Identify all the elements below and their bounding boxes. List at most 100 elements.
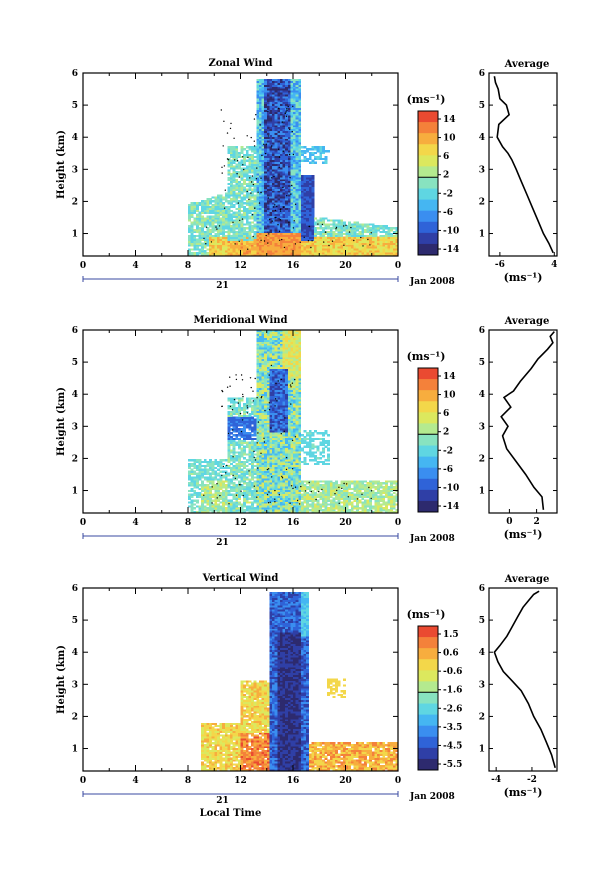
heatmap-cell: [224, 499, 228, 502]
heatmap-cell: [230, 472, 233, 475]
heatmap-cell: [261, 333, 265, 337]
heatmap-cell: [243, 180, 247, 184]
heatmap-cell: [256, 422, 260, 425]
heatmap-cell: [374, 240, 378, 243]
heatmap-cell: [243, 437, 247, 441]
heatmap-cell: [190, 215, 194, 218]
heatmap-cell: [279, 167, 283, 170]
heatmap-cell: [245, 202, 249, 205]
heatmap-cell: [274, 188, 278, 191]
heatmap-cell: [285, 186, 289, 189]
heatmap-cell: [256, 418, 260, 421]
heatmap-cell: [361, 223, 365, 226]
heatmap-cell: [264, 252, 268, 255]
heatmap-cell: [269, 435, 273, 439]
heatmap-cell: [248, 207, 252, 211]
heatmap-cell: [279, 101, 283, 105]
heatmap-cell: [293, 132, 296, 135]
heatmap-cell: [251, 441, 254, 444]
heatmap-cell: [264, 487, 268, 491]
heatmap-cell: [264, 128, 268, 132]
heatmap-cell: [240, 242, 244, 245]
heatmap-cell: [274, 252, 278, 255]
heatmap-cell: [235, 491, 239, 495]
heatmap-cell: [264, 132, 268, 135]
heatmap-cell: [258, 203, 262, 207]
heatmap-cell: [258, 136, 262, 139]
heatmap-cell: [190, 495, 194, 498]
heatmap-cell: [235, 478, 239, 481]
heatmap-cell: [295, 144, 299, 147]
heatmap-cell: [274, 101, 278, 105]
heatmap-cell: [287, 202, 291, 205]
heatmap-cell: [274, 96, 278, 99]
heatmap-cell: [237, 186, 241, 189]
heatmap-cell: [219, 242, 223, 245]
heatmap-cell: [232, 159, 236, 162]
heatmap-cell: [237, 501, 241, 504]
heatmap-cell: [190, 230, 194, 234]
heatmap-cell: [258, 78, 262, 82]
heatmap-cell: [261, 426, 265, 429]
heatmap-cell: [261, 248, 265, 251]
heatmap-cell: [266, 182, 270, 186]
heatmap-cell: [190, 213, 194, 216]
heatmap-cell: [285, 175, 289, 178]
heatmap-cell: [392, 250, 396, 253]
heatmap-cell: [190, 505, 194, 508]
contour-dot: [267, 110, 269, 113]
heatmap-cell: [206, 229, 210, 232]
heatmap-cell: [240, 203, 244, 207]
heatmap-cell: [240, 422, 244, 425]
heatmap-cell: [206, 242, 210, 245]
heatmap-cell: [264, 138, 268, 141]
heatmap-cell: [295, 200, 299, 203]
heatmap-cell: [329, 234, 333, 238]
heatmap-cell: [206, 223, 210, 226]
heatmap-cell: [269, 351, 273, 354]
heatmap-cell: [295, 205, 299, 209]
heatmap-cell: [279, 236, 283, 239]
heatmap-cell: [264, 430, 268, 433]
heatmap-cell: [264, 82, 268, 85]
heatmap-cell: [211, 495, 215, 498]
heatmap-cell: [243, 236, 247, 239]
heatmap-cell: [300, 252, 304, 255]
heatmap-cell: [290, 88, 294, 91]
heatmap-cell: [198, 474, 202, 477]
heatmap-cell: [279, 140, 283, 143]
heatmap-cell: [198, 472, 202, 475]
heatmap-cell: [356, 250, 359, 253]
contour-dot: [267, 135, 269, 137]
heatmap-cell: [258, 501, 262, 504]
heatmap-cell: [342, 252, 346, 255]
heatmap-cell: [222, 240, 226, 243]
heatmap-cell: [224, 211, 228, 214]
heatmap-cell: [227, 449, 231, 452]
heatmap-cell: [206, 464, 210, 468]
heatmap-cell: [319, 248, 323, 251]
heatmap-cell: [251, 397, 254, 400]
heatmap-cell: [235, 462, 239, 466]
heatmap-cell: [285, 205, 289, 209]
heatmap-cell: [256, 229, 260, 232]
heatmap-cell: [261, 405, 265, 408]
heatmap-cell: [303, 232, 307, 236]
heatmap-cell: [240, 462, 244, 466]
heatmap-cell: [356, 248, 359, 251]
heatmap-cell: [190, 482, 194, 485]
heatmap-cell: [264, 136, 268, 139]
y-tick-label: 2: [72, 197, 78, 207]
heatmap-cell: [237, 447, 241, 450]
heatmap-cell: [224, 472, 228, 475]
heatmap-cell: [282, 215, 286, 218]
heatmap-cell: [274, 242, 278, 245]
heatmap-cell: [327, 236, 331, 239]
heatmap-cell: [237, 408, 241, 412]
heatmap-cell: [232, 151, 236, 155]
heatmap-cell: [371, 238, 375, 241]
heatmap-cell: [230, 428, 233, 431]
heatmap-cell: [253, 200, 257, 203]
heatmap-cell: [235, 434, 239, 437]
heatmap-cell: [308, 242, 312, 245]
